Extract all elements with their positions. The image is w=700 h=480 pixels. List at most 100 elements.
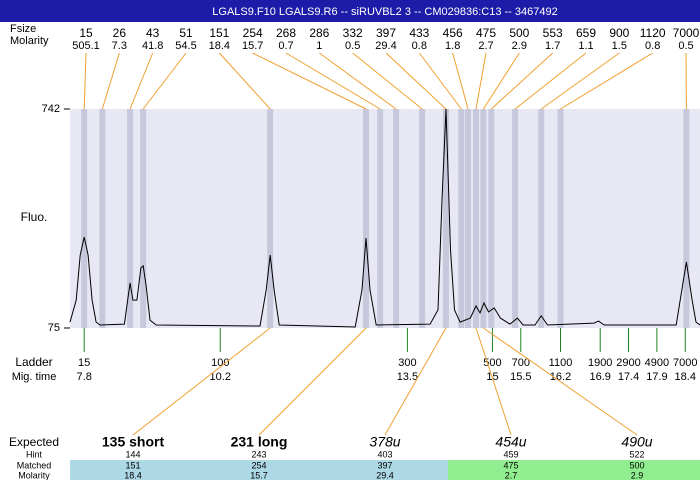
peak-band [127, 109, 134, 328]
hint-value: 522 [629, 449, 644, 459]
ladder-time: 16.2 [550, 371, 571, 383]
molarity-value: 2.9 [631, 470, 644, 480]
peak-connector [560, 52, 653, 110]
peak-fsize: 456 [443, 26, 463, 40]
peak-fsize: 268 [276, 26, 296, 40]
peak-molarity: 505.1 [72, 40, 100, 52]
matched-value: 397 [377, 460, 392, 470]
peak-connector [129, 52, 154, 110]
ladder-time: 17.4 [618, 371, 639, 383]
peak-connector [285, 52, 381, 110]
peak-molarity: 18.4 [209, 40, 230, 52]
peak-fsize: 332 [343, 26, 363, 40]
match-connector [475, 327, 512, 436]
ladder-size: 7000 [673, 357, 697, 369]
ladder-size: 300 [398, 357, 416, 369]
peak-band [99, 109, 106, 328]
hint-value: 403 [377, 449, 392, 459]
molarity-row-label: Molarity [18, 470, 50, 480]
peak-fsize: 151 [209, 26, 229, 40]
peak-molarity: 0.8 [412, 40, 427, 52]
peak-band [140, 109, 147, 328]
matched-cell [70, 460, 196, 480]
peak-connector [101, 52, 120, 110]
peak-connector [385, 52, 447, 110]
matched-value: 500 [629, 460, 644, 470]
matched-label: Matched [17, 460, 52, 470]
peak-fsize: 254 [243, 26, 263, 40]
matched-value: 151 [125, 460, 140, 470]
match-connector [384, 327, 447, 436]
expected-name: 490u [621, 434, 652, 450]
peak-connector [514, 52, 587, 110]
ladder-size: 4900 [645, 357, 669, 369]
peak-molarity: 54.5 [175, 40, 196, 52]
peak-molarity: 2.9 [512, 40, 527, 52]
peak-band [683, 109, 690, 328]
peak-molarity: 1.7 [545, 40, 560, 52]
peak-band [81, 109, 88, 328]
expected-label: Expected [9, 435, 59, 449]
peak-band [393, 109, 400, 328]
peak-band [473, 109, 480, 328]
peak-molarity: 7.3 [112, 40, 127, 52]
y-axis-label: Fluo. [21, 210, 48, 224]
peak-connector [142, 52, 187, 110]
match-connector [483, 327, 638, 436]
peak-molarity: 41.8 [142, 40, 163, 52]
peak-molarity: 1.1 [578, 40, 593, 52]
matched-value: 254 [251, 460, 266, 470]
peak-fsize: 1120 [640, 26, 666, 40]
ladder-time: 10.2 [210, 371, 231, 383]
expected-name: 231 long [231, 434, 288, 450]
peak-connector [352, 52, 423, 110]
ladder-size: 15 [78, 357, 90, 369]
peak-fsize: 26 [113, 26, 127, 40]
molarity-value: 15.7 [250, 470, 268, 480]
ladder-size: 2900 [616, 357, 640, 369]
expected-name: 378u [369, 434, 400, 450]
title: LGALS9.F10 LGALS9.R6 -- siRUVBL2 3 -- CM… [212, 6, 557, 18]
ladder-size: 700 [512, 357, 530, 369]
peak-fsize: 500 [509, 26, 529, 40]
hint-value: 144 [125, 449, 140, 459]
fsize-label: Fsize [10, 23, 36, 35]
peak-band [488, 109, 495, 328]
trace-line [69, 108, 700, 328]
peak-fsize: 286 [309, 26, 329, 40]
peak-band [458, 109, 465, 328]
peak-band [480, 109, 487, 328]
peak-band [377, 109, 384, 328]
ladder-time: 7.8 [77, 371, 92, 383]
mig-time-label: Mig. time [12, 371, 57, 383]
peak-connector [452, 52, 469, 110]
peak-molarity: 1.5 [612, 40, 627, 52]
peak-band [267, 109, 274, 328]
peak-band [363, 109, 370, 328]
peak-connector [482, 52, 520, 110]
peak-connector [490, 52, 554, 110]
ladder-time: 16.9 [589, 371, 610, 383]
peak-band [557, 109, 564, 328]
peak-band [538, 109, 545, 328]
ladder-time: 15.5 [510, 371, 531, 383]
y-tick-label: 742 [42, 103, 60, 115]
peak-connector [475, 52, 487, 110]
peak-band [419, 109, 426, 328]
peak-fsize: 659 [576, 26, 596, 40]
molarity-value: 2.7 [505, 470, 518, 480]
molarity-value: 29.4 [376, 470, 394, 480]
hint-label: Hint [26, 449, 43, 459]
peak-fsize: 433 [409, 26, 429, 40]
matched-cell [196, 460, 322, 480]
peak-molarity: 0.5 [345, 40, 360, 52]
peak-molarity: 29.4 [375, 40, 396, 52]
molarity-label: Molarity [10, 35, 49, 47]
peak-molarity: 15.7 [242, 40, 263, 52]
expected-name: 454u [495, 434, 526, 450]
peak-fsize: 51 [179, 26, 193, 40]
peak-connector [252, 52, 367, 110]
peak-molarity: 2.7 [478, 40, 493, 52]
